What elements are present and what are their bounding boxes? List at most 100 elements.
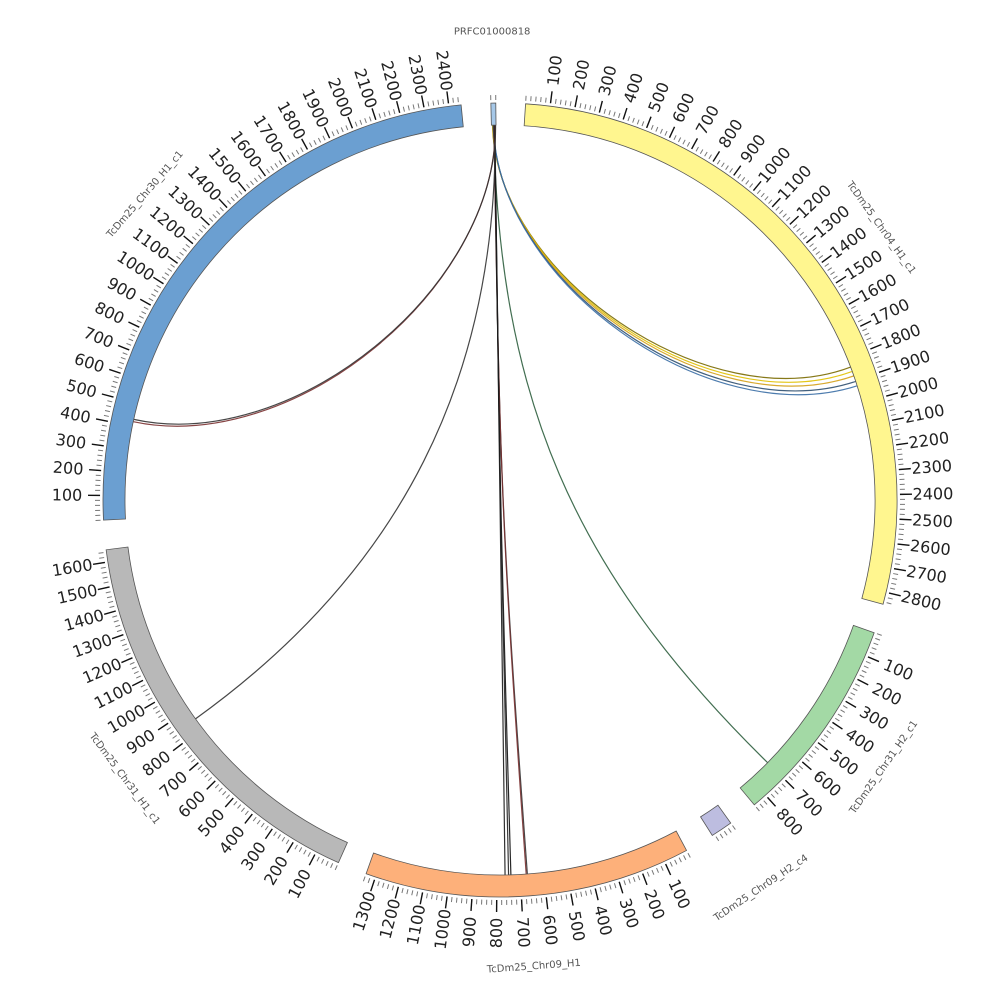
minor-tick: [559, 99, 562, 105]
major-tick: [97, 586, 110, 591]
minor-tick: [876, 633, 882, 636]
minor-tick: [457, 97, 459, 103]
minor-tick: [871, 647, 877, 650]
minor-tick: [99, 557, 105, 559]
minor-tick: [440, 895, 443, 901]
minor-tick: [897, 458, 903, 461]
minor-tick: [896, 553, 902, 556]
segment-tcdm25-chr04-h1-c1: [523, 103, 898, 605]
minor-tick: [609, 884, 612, 890]
minor-tick: [613, 111, 616, 117]
major-tick: [308, 854, 316, 866]
minor-tick: [886, 602, 892, 605]
tick-label: 200: [52, 458, 84, 479]
minor-tick: [212, 214, 217, 219]
minor-tick: [364, 118, 367, 124]
minor-tick: [407, 105, 410, 111]
minor-tick: [334, 865, 338, 871]
minor-tick: [148, 297, 154, 302]
minor-tick: [133, 670, 139, 675]
major-tick: [642, 873, 648, 886]
minor-tick: [313, 140, 317, 145]
minor-tick: [866, 337, 872, 341]
minor-tick: [412, 104, 415, 110]
link-13: [133, 125, 497, 425]
minor-tick: [254, 177, 258, 183]
minor-tick: [897, 453, 903, 456]
major-tick: [188, 762, 199, 772]
minor-tick: [788, 776, 793, 781]
minor-tick: [655, 126, 659, 132]
minor-tick: [892, 577, 898, 580]
minor-tick: [580, 891, 583, 897]
minor-tick: [103, 581, 109, 584]
major-tick: [420, 95, 425, 108]
minor-tick: [760, 192, 765, 198]
tick-label: 700: [81, 323, 116, 352]
minor-tick: [741, 177, 746, 182]
minor-tick: [435, 894, 438, 901]
link-7: [493, 125, 527, 875]
minor-tick: [859, 674, 865, 678]
minor-tick: [450, 897, 453, 903]
minor-tick: [841, 288, 846, 292]
minor-tick: [120, 356, 126, 360]
tick-label: 2100: [350, 66, 381, 111]
major-tick: [801, 761, 812, 771]
minor-tick: [737, 174, 742, 179]
minor-tick: [411, 890, 414, 896]
tick-label: 100: [664, 876, 694, 912]
tick-label: 600: [72, 349, 107, 377]
minor-tick: [190, 758, 196, 763]
minor-tick: [763, 800, 768, 805]
minor-tick: [153, 289, 159, 293]
minor-tick: [850, 305, 856, 310]
major-tick: [91, 443, 104, 447]
minor-tick: [594, 106, 597, 112]
minor-tick: [564, 100, 567, 106]
minor-tick: [778, 786, 783, 792]
minor-tick: [455, 897, 458, 903]
tick-label: 300: [55, 430, 88, 453]
major-tick: [121, 657, 133, 664]
major-tick: [771, 197, 781, 208]
minor-tick: [172, 735, 177, 739]
minor-tick: [126, 342, 132, 346]
minor-tick: [555, 895, 558, 902]
minor-tick: [862, 328, 868, 332]
major-tick: [896, 442, 909, 446]
minor-tick: [244, 810, 249, 816]
minor-tick: [195, 232, 200, 237]
tick-label: 400: [620, 71, 647, 106]
minor-tick: [864, 332, 870, 336]
tick-label: 500: [644, 79, 673, 114]
minor-tick: [378, 113, 382, 119]
tick-label: 800: [92, 298, 128, 328]
minor-tick: [291, 152, 295, 158]
minor-tick: [618, 113, 621, 119]
minor-tick: [303, 849, 307, 855]
major-tick: [264, 828, 273, 840]
major-tick: [218, 198, 228, 209]
minor-tick: [683, 855, 687, 861]
major-tick: [323, 126, 331, 139]
major-tick: [183, 235, 194, 245]
minor-tick: [164, 272, 170, 276]
minor-tick: [786, 216, 791, 222]
minor-tick: [834, 717, 840, 722]
minor-tick: [169, 731, 175, 735]
minor-tick: [896, 448, 902, 451]
major-tick: [172, 742, 184, 752]
minor-tick: [887, 399, 893, 402]
minor-tick: [796, 227, 801, 233]
minor-tick: [540, 897, 543, 903]
minor-tick: [322, 135, 326, 141]
minor-tick: [377, 881, 380, 887]
tick-label: 1300: [349, 889, 380, 934]
minor-tick: [142, 688, 148, 692]
link-6: [493, 125, 528, 875]
minor-tick: [613, 883, 617, 889]
major-tick: [128, 321, 140, 328]
tick-label: 2400: [432, 49, 456, 92]
minor-tick: [782, 213, 787, 218]
